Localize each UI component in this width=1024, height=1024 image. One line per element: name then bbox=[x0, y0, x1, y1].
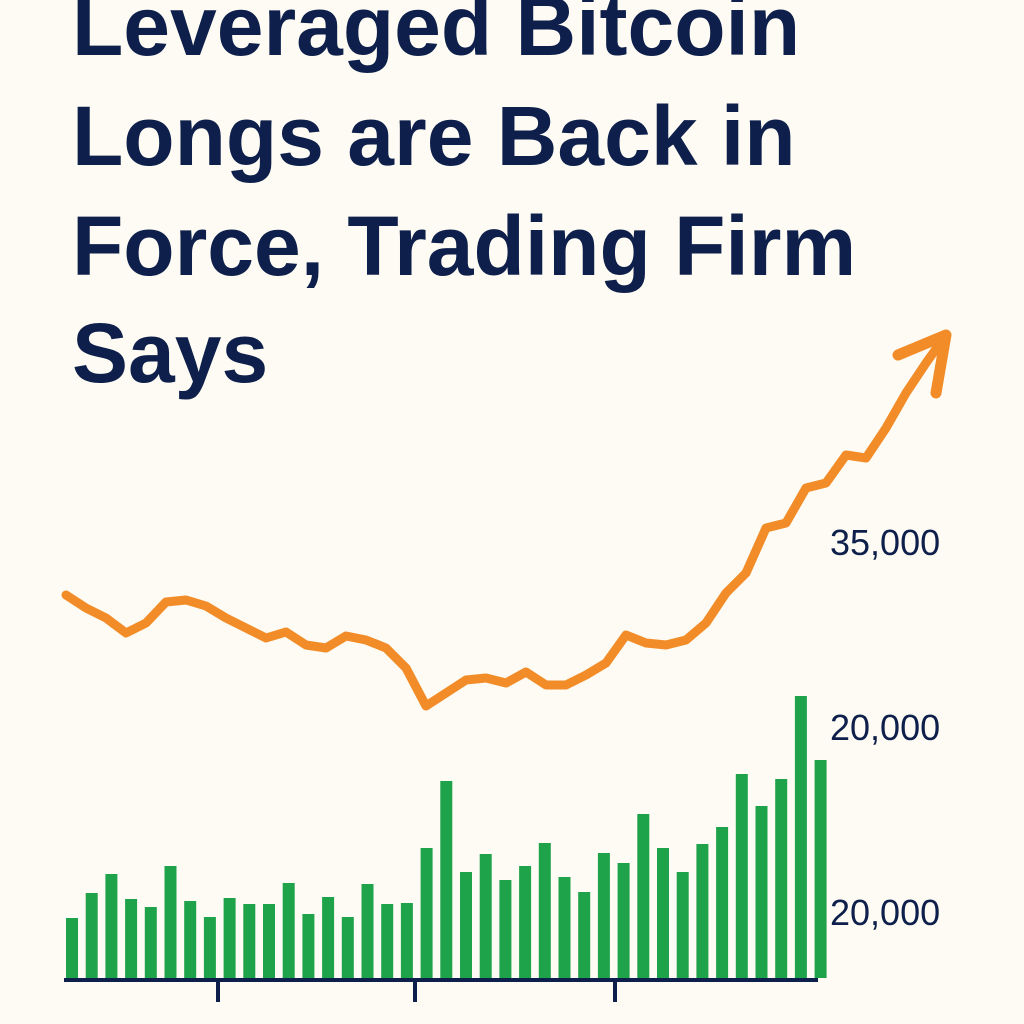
bar bbox=[420, 848, 433, 978]
bar bbox=[85, 893, 98, 978]
bar bbox=[657, 848, 669, 978]
bar bbox=[322, 897, 335, 978]
bar bbox=[775, 779, 788, 978]
bar bbox=[460, 872, 472, 978]
bar bbox=[519, 866, 532, 978]
bar bbox=[558, 877, 571, 978]
bar bbox=[538, 843, 551, 978]
bar bbox=[479, 854, 492, 978]
bar bbox=[716, 827, 729, 978]
bar bbox=[341, 917, 354, 978]
bar bbox=[400, 903, 413, 978]
bar bbox=[184, 901, 197, 978]
bar bbox=[144, 907, 157, 978]
bar bbox=[814, 760, 827, 978]
title-line: Leveraged Bitcoin bbox=[72, 0, 800, 73]
bar bbox=[597, 853, 610, 978]
bar bbox=[66, 918, 78, 978]
bar bbox=[302, 914, 315, 978]
bar bbox=[105, 874, 118, 978]
bar bbox=[440, 781, 453, 978]
title-line: Longs are Back in bbox=[72, 89, 796, 183]
bar bbox=[617, 863, 630, 978]
bar bbox=[696, 844, 709, 978]
bar bbox=[125, 899, 138, 978]
bar bbox=[499, 880, 512, 978]
bar bbox=[203, 917, 216, 978]
bar bbox=[243, 904, 256, 978]
bar bbox=[361, 884, 374, 978]
bar bbox=[676, 872, 689, 978]
bar bbox=[794, 696, 807, 978]
bar bbox=[164, 866, 177, 978]
bar bbox=[755, 806, 768, 978]
title-line: Says bbox=[72, 306, 268, 400]
bar bbox=[578, 892, 591, 978]
title-line: Force, Trading Firm bbox=[72, 199, 856, 293]
price-line bbox=[61, 330, 951, 711]
bar bbox=[735, 774, 748, 978]
y-label: 35,000 bbox=[830, 522, 940, 563]
bar bbox=[263, 904, 275, 978]
y-label: 20,000 bbox=[830, 707, 940, 748]
bar bbox=[282, 883, 295, 978]
bar bbox=[637, 814, 650, 978]
bar bbox=[223, 898, 236, 978]
bar bbox=[381, 904, 394, 978]
y-label: 20,000 bbox=[830, 892, 940, 933]
arrow-head bbox=[892, 329, 952, 399]
